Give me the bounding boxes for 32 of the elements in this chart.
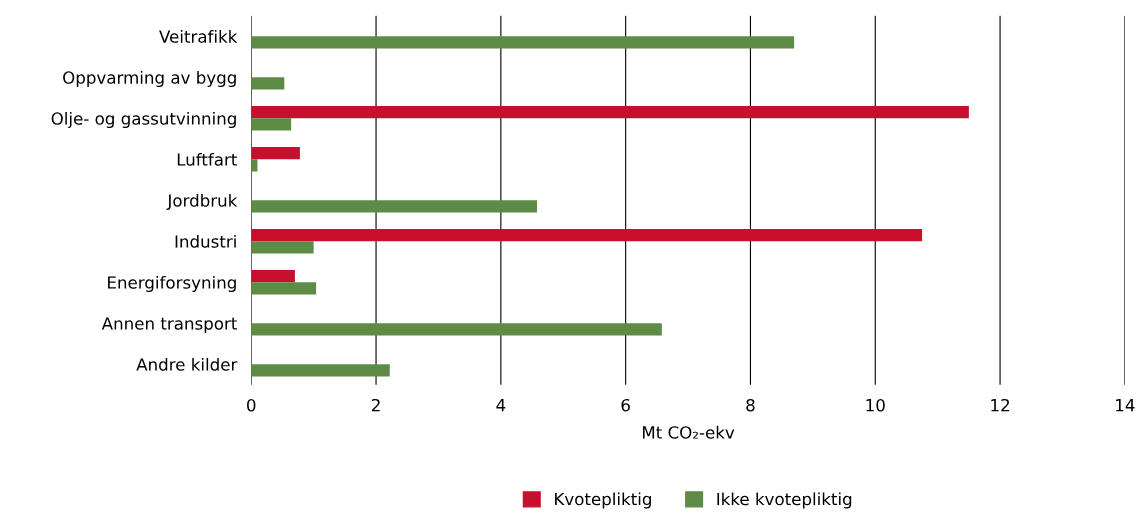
x-tick-label: 2 — [371, 398, 380, 412]
y-tick-label: Energiforsyning — [108, 275, 236, 293]
bar — [251, 105, 969, 119]
bar — [251, 77, 285, 90]
bar — [251, 118, 292, 131]
x-tick-label: 10 — [866, 398, 885, 412]
bar — [251, 282, 317, 295]
bar — [251, 146, 300, 160]
x-tick-label: 4 — [496, 399, 506, 412]
y-tick-label: Andre kilder — [136, 357, 238, 371]
y-tick-label: Oppvarming av bygg — [63, 70, 236, 88]
bar — [251, 241, 314, 254]
x-tick-label: 0 — [247, 398, 256, 412]
legend-label: Kvotepliktig — [555, 492, 651, 509]
y-tick-label: Annen transport — [101, 317, 237, 334]
x-tick-label: 6 — [621, 398, 630, 412]
bar — [251, 228, 923, 242]
x-axis-title: Mt CO₂-ekv — [642, 425, 735, 439]
x-tick-label: 14 — [1116, 399, 1135, 412]
y-tick-label: Luftfart — [177, 152, 237, 166]
x-tick-label: 12 — [991, 398, 1009, 412]
bar — [251, 364, 390, 377]
y-tick-label: Veitrafikk — [159, 29, 238, 43]
bar — [251, 323, 662, 336]
x-tick-label: 8 — [746, 398, 755, 412]
bar — [251, 269, 295, 283]
y-tick-label: Jordbruk — [166, 193, 238, 210]
bar — [251, 36, 795, 49]
bar — [251, 200, 538, 213]
y-tick-label: Olje- og gassutvinning — [51, 111, 236, 129]
legend-label: Ikke kvotepliktig — [717, 492, 852, 509]
y-tick-label: Industri — [175, 234, 236, 248]
